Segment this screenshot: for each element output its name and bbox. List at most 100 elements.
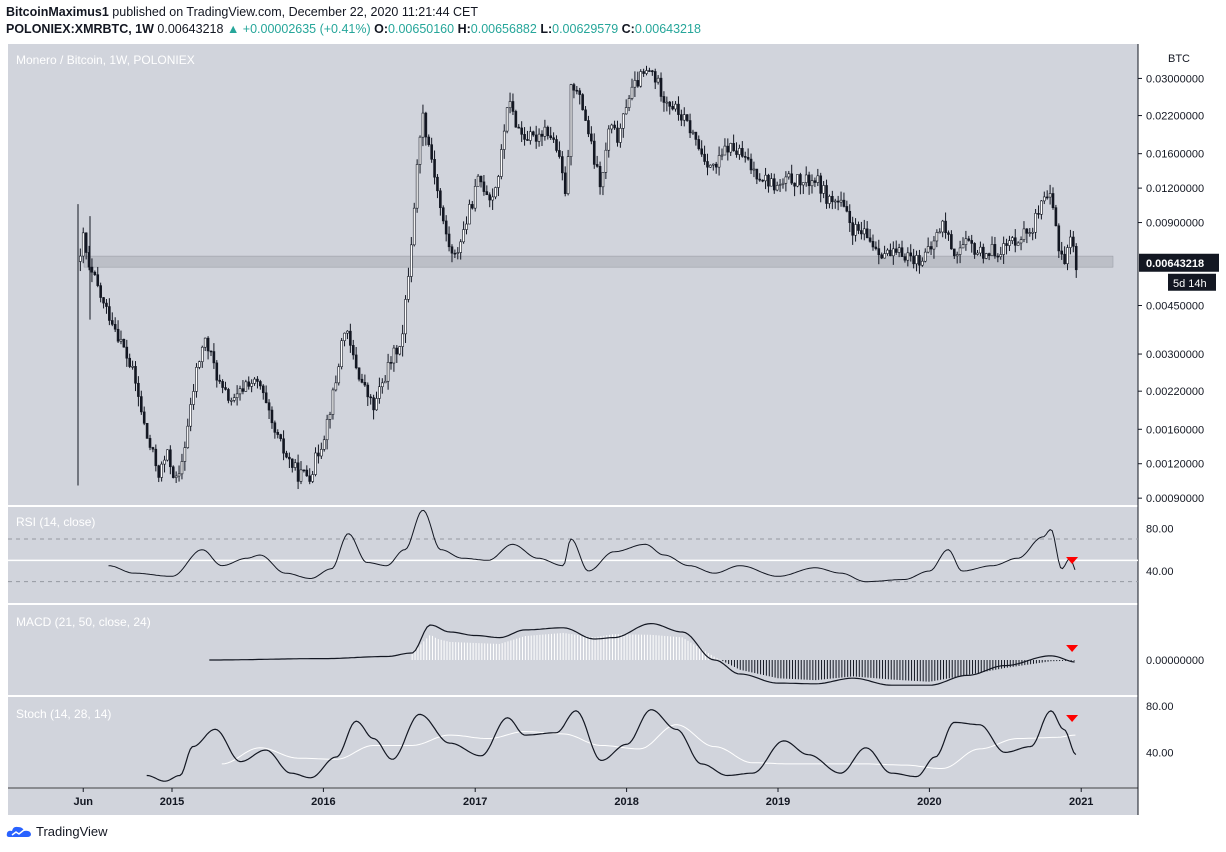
candle-body <box>854 224 857 236</box>
time-axis[interactable]: Jun 2015 2016 2017 2018 2019 2020 2021 <box>73 788 1093 808</box>
candle <box>1028 228 1032 237</box>
candle <box>720 148 724 161</box>
candle-body <box>831 196 834 203</box>
candle <box>430 137 433 163</box>
time-tick-label: 2016 <box>311 796 335 808</box>
candle-body <box>296 462 300 482</box>
candle-body <box>1025 228 1029 234</box>
time-axis-bg <box>8 789 1138 815</box>
candle-body <box>81 232 85 257</box>
candle-body <box>860 230 863 235</box>
macd-panel[interactable]: MACD (21, 50, close, 24) <box>16 615 1079 686</box>
candle-body <box>889 249 892 257</box>
stoch-panel[interactable]: Stoch (14, 28, 14) <box>16 707 1079 782</box>
candle-body <box>137 382 140 397</box>
price-tick-label: 0.00160000 <box>1146 424 1204 436</box>
candle <box>871 234 875 251</box>
candle-body <box>738 148 741 155</box>
candle-body <box>743 156 747 158</box>
candle-body <box>517 126 521 129</box>
candle-body <box>816 175 820 183</box>
candle <box>174 471 178 484</box>
candle <box>421 104 425 147</box>
candle-body <box>880 254 883 259</box>
rsi-panel[interactable]: RSI (14, close) <box>8 509 1138 583</box>
candle-body <box>758 178 762 181</box>
candle-body <box>709 164 712 168</box>
candle <box>418 135 422 174</box>
candle <box>552 132 555 143</box>
candle <box>653 68 657 90</box>
candle-body <box>790 173 793 184</box>
candle <box>831 190 834 210</box>
candle <box>979 241 982 257</box>
candle <box>624 99 628 115</box>
candle <box>427 134 431 147</box>
candle-body <box>563 172 567 194</box>
time-tick-label: 2015 <box>160 796 184 808</box>
candle <box>363 374 367 387</box>
price-panel[interactable]: Monero / Bitcoin, 1W, POLONIEX <box>16 53 1114 490</box>
price-tick-label: 0.00220000 <box>1146 386 1204 398</box>
candle-body <box>337 366 341 384</box>
candle-body <box>952 248 956 257</box>
candle <box>671 101 674 111</box>
candle <box>1048 184 1052 205</box>
candle-body <box>587 120 590 135</box>
candle <box>93 270 97 276</box>
candle-body <box>253 378 256 384</box>
candle-body <box>250 383 253 387</box>
candle <box>1072 231 1075 253</box>
candle <box>874 241 878 251</box>
candle-body <box>171 466 175 478</box>
candle <box>293 459 297 471</box>
candle <box>354 346 358 370</box>
candle-body <box>232 397 236 401</box>
price-panel-bg <box>8 44 1138 505</box>
price-tick-label: 0.00900000 <box>1146 218 1204 230</box>
low-label: L: <box>540 22 553 36</box>
candle-body <box>169 449 172 468</box>
candle-body <box>351 345 355 356</box>
candle-body <box>926 246 930 253</box>
candle-body <box>938 231 942 234</box>
candle <box>729 142 733 157</box>
candle-body <box>366 384 370 398</box>
candle <box>563 166 567 197</box>
candle-body <box>357 367 361 380</box>
candle-body <box>578 90 582 95</box>
candle <box>816 168 820 187</box>
candle <box>865 221 869 239</box>
candle <box>1034 209 1037 239</box>
candle <box>491 188 494 210</box>
candle <box>439 188 442 216</box>
candle <box>694 131 698 146</box>
candle <box>389 356 393 370</box>
candle <box>247 376 251 390</box>
price-axis[interactable]: 0.03000000 0.02200000 0.01600000 0.01200000… <box>1138 53 1219 759</box>
candle-body <box>1019 239 1023 244</box>
candle-body <box>346 330 349 334</box>
candle <box>261 384 265 400</box>
candle <box>308 468 312 485</box>
footer-brand[interactable]: TradingView <box>6 824 108 839</box>
candle-body <box>984 253 988 259</box>
candle <box>955 251 959 264</box>
candle-body <box>96 274 100 286</box>
candle-body <box>900 247 904 257</box>
candle <box>906 247 910 267</box>
candle <box>743 151 747 163</box>
candle-body <box>662 96 666 103</box>
candle <box>976 249 979 256</box>
candle-body <box>642 71 645 74</box>
candle-body <box>479 175 483 183</box>
candle-body <box>494 187 497 198</box>
candle <box>993 236 997 259</box>
candle <box>616 120 619 147</box>
candle-body <box>976 252 979 255</box>
candle-body <box>334 382 338 391</box>
author-name[interactable]: BitcoinMaximus1 <box>6 5 109 19</box>
candle <box>860 221 863 240</box>
candle-body <box>349 330 352 346</box>
